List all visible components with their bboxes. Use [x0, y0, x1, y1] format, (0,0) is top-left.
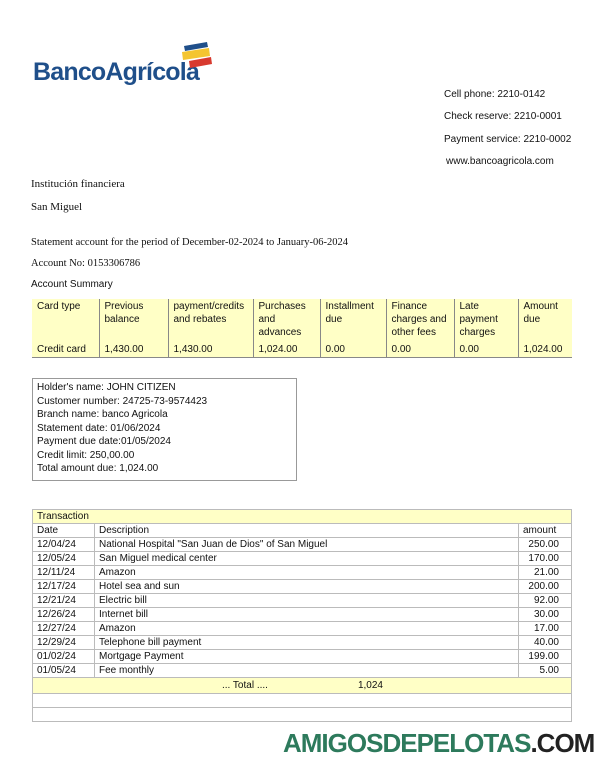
summary-header: Finance charges and other fees — [385, 299, 454, 342]
transaction-date: 01/05/24 — [32, 663, 95, 678]
account-number: Account No: 0153306786 — [31, 258, 141, 269]
transaction-amount: 17.00 — [517, 621, 573, 636]
summary-header: Installment due — [319, 299, 386, 342]
transaction-description: Mortgage Payment — [94, 649, 519, 664]
transaction-date: 12/05/24 — [32, 551, 95, 566]
summary-value: Credit card — [37, 344, 86, 355]
holder-info-box: Holder's name: JOHN CITIZEN Customer num… — [32, 378, 297, 481]
transaction-date: 01/02/24 — [32, 649, 95, 664]
transaction-date: 12/17/24 — [32, 579, 95, 594]
statement-date: Statement date: 01/06/2024 — [37, 422, 161, 434]
transactions-header-row: Date Description amount — [32, 523, 573, 538]
empty-row — [32, 693, 572, 708]
table-row: 12/05/24 San Miguel medical center 170.00 — [32, 551, 573, 566]
table-row: 12/04/24 National Hospital "San Juan de D… — [32, 537, 573, 552]
bank-logo: BancoAgrícola — [33, 42, 212, 87]
city: San Miguel — [31, 201, 83, 213]
table-row: 12/26/24 Internet bill 30.00 — [32, 607, 573, 622]
branch-name: Branch name: banco Agricola — [37, 409, 168, 420]
summary-value: 1,024.00 — [252, 342, 320, 358]
payment-due-date: Payment due date:01/05/2024 — [37, 436, 171, 447]
transaction-description: Hotel sea and sun — [94, 579, 519, 594]
table-row: 01/02/24 Mortgage Payment 199.00 — [32, 649, 573, 664]
transaction-description: Internet bill — [94, 607, 519, 622]
holder-name: Holder's name: JOHN CITIZEN — [37, 382, 176, 393]
transaction-amount: 30.00 — [517, 607, 573, 622]
summary-value: 1,430.00 — [167, 342, 253, 358]
account-summary-title: Account Summary — [31, 279, 113, 290]
transaction-date: 12/27/24 — [32, 621, 95, 636]
summary-header: Late payment charges — [453, 299, 518, 342]
transactions-table: Transaction Date Description amount 12/04/… — [32, 509, 573, 722]
transaction-date: 12/26/24 — [32, 607, 95, 622]
table-row: 12/29/24 Telephone bill payment 40.00 — [32, 635, 573, 650]
transaction-amount: 92.00 — [517, 593, 573, 608]
statement-period: Statement account for the period of Dece… — [31, 237, 349, 248]
table-row: 12/27/24 Amazon 17.00 — [32, 621, 573, 636]
summary-header: Previous balance — [98, 299, 168, 342]
transactions-title: Transaction — [32, 509, 572, 524]
watermark: AMIGOSDEPELOTAS.COM — [283, 728, 595, 758]
total-value: 1,024 — [357, 680, 383, 691]
total-amount-due: Total amount due: 1,024.00 — [37, 463, 159, 474]
summary-header: payment/credits and rebates — [167, 299, 253, 342]
transaction-amount: 199.00 — [517, 649, 573, 664]
amount-header: amount — [517, 523, 573, 538]
transaction-description: National Hospital "San Juan de Dios" of … — [94, 537, 519, 552]
transaction-description: Electric bill — [94, 593, 519, 608]
transaction-description: Telephone bill payment — [94, 635, 519, 650]
check-reserve: Check reserve: 2210-0001 — [444, 111, 562, 122]
summary-value: 1,024.00 — [517, 342, 572, 358]
total-label: ... Total .... — [222, 680, 268, 691]
table-row: 12/17/24 Hotel sea and sun 200.00 — [32, 579, 573, 594]
transaction-amount: 170.00 — [517, 551, 573, 566]
transaction-date: 12/11/24 — [32, 565, 95, 580]
logo-stripes-icon — [182, 42, 212, 68]
description-header: Description — [94, 523, 519, 538]
table-row: 12/11/24 Amazon 21.00 — [32, 565, 573, 580]
transaction-date: 12/04/24 — [32, 537, 95, 552]
summary-value: 0.00 — [453, 342, 518, 358]
account-summary-table: Card type Previous balance payment/credits… — [32, 299, 572, 358]
summary-value: 0.00 — [319, 342, 386, 358]
customer-number: Customer number: 24725-73-9574423 — [37, 395, 208, 407]
cell-phone: Cell phone: 2210-0142 — [444, 89, 546, 100]
empty-row — [32, 707, 572, 722]
summary-value: 0.00 — [385, 342, 454, 358]
website-link[interactable]: www.bancoagricola.com — [446, 156, 554, 167]
summary-value-row: Credit card 1,430.00 1,430.00 1,024.00 0.00 0… — [32, 342, 572, 358]
transaction-description: Amazon — [94, 565, 519, 580]
payment-service: Payment service: 2210-0002 — [444, 134, 572, 145]
summary-header-row: Card type Previous balance payment/credits… — [32, 299, 572, 342]
summary-value: 1,430.00 — [98, 342, 168, 358]
transaction-description: Fee monthly — [94, 663, 519, 678]
credit-limit: Credit limit: 250,00.00 — [37, 449, 135, 461]
summary-header: Purchases and advances — [252, 299, 320, 342]
table-row: 12/21/24 Electric bill 92.00 — [32, 593, 573, 608]
transaction-amount: 200.00 — [517, 579, 573, 594]
transaction-amount: 21.00 — [517, 565, 573, 580]
table-row: 01/05/24 Fee monthly 5.00 — [32, 663, 573, 678]
transaction-amount: 40.00 — [517, 635, 573, 650]
transaction-amount: 5.00 — [517, 663, 573, 678]
transaction-description: San Miguel medical center — [94, 551, 519, 566]
date-header: Date — [32, 523, 95, 538]
total-row: ... Total .... 1,024 — [32, 677, 572, 694]
institution: Institución financiera — [31, 178, 125, 190]
transaction-amount: 250.00 — [517, 537, 573, 552]
transaction-date: 12/29/24 — [32, 635, 95, 650]
summary-header: Card type — [37, 301, 81, 312]
summary-header: Amount due — [517, 299, 572, 342]
transaction-description: Amazon — [94, 621, 519, 636]
transaction-date: 12/21/24 — [32, 593, 95, 608]
